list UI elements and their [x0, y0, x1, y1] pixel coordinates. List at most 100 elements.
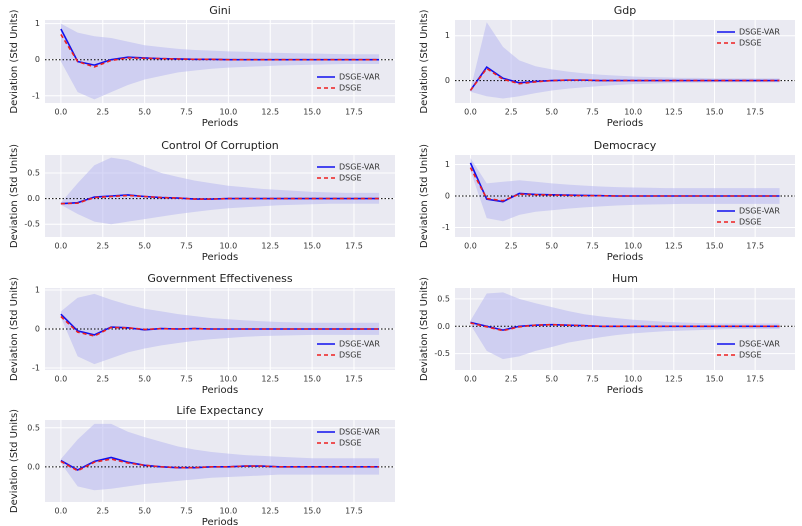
x-tick-label: 0.0 [464, 375, 477, 384]
legend-label: DSGE [739, 218, 762, 227]
x-tick-label: 2.5 [96, 507, 109, 516]
chart-title: Life Expectancy [176, 404, 264, 417]
legend-label: DSGE-VAR [739, 340, 780, 349]
x-tick-label: 12.5 [665, 108, 683, 117]
legend-label: DSGE [339, 174, 362, 183]
x-tick-label: 17.5 [746, 108, 764, 117]
y-axis-label: Deviation (Std Units) [9, 409, 20, 513]
y-tick-label: 1 [35, 285, 40, 294]
chart-title: Gdp [614, 4, 637, 17]
legend-label: DSGE-VAR [739, 28, 780, 37]
y-axis-label: Deviation (Std Units) [419, 144, 430, 248]
x-tick-label: 7.5 [180, 108, 193, 117]
x-axis-label: Periods [202, 118, 238, 129]
legend-label: DSGE-VAR [339, 73, 380, 82]
x-tick-label: 10.0 [624, 108, 642, 117]
x-tick-label: 0.0 [464, 242, 477, 251]
x-axis-label: Periods [607, 252, 643, 263]
x-tick-label: 2.5 [96, 375, 109, 384]
legend-label: DSGE-VAR [739, 207, 780, 216]
confidence-band [470, 22, 780, 99]
chart-title: Democracy [594, 139, 657, 152]
y-tick-label: -1 [32, 364, 40, 373]
y-tick-label: 1 [445, 160, 450, 169]
chart-title: Control Of Corruption [161, 139, 279, 152]
y-tick-label: 0 [445, 192, 450, 201]
x-tick-label: 5.0 [138, 507, 151, 516]
legend-label: DSGE-VAR [339, 428, 380, 437]
x-tick-label: 12.5 [665, 242, 683, 251]
x-tick-label: 15.0 [706, 242, 724, 251]
y-axis-label: Deviation (Std Units) [419, 277, 430, 381]
y-tick-label: 0.5 [437, 294, 450, 303]
x-tick-label: 5.0 [138, 375, 151, 384]
legend-label: DSGE [339, 84, 362, 93]
series-line [470, 322, 780, 332]
x-tick-label: 12.5 [665, 375, 683, 384]
y-tick-label: 0 [35, 55, 40, 64]
x-tick-label: 15.0 [303, 108, 321, 117]
x-axis-label: Periods [202, 385, 238, 396]
x-tick-label: 12.5 [261, 108, 279, 117]
x-tick-label: 12.5 [261, 507, 279, 516]
series-line [60, 458, 380, 472]
x-tick-label: 2.5 [96, 242, 109, 251]
x-tick-label: 12.5 [261, 242, 279, 251]
confidence-band [60, 423, 380, 491]
x-tick-label: 7.5 [586, 108, 599, 117]
x-tick-label: 2.5 [505, 108, 518, 117]
legend-label: DSGE [339, 351, 362, 360]
y-tick-label: -1 [32, 91, 40, 100]
series-line [469, 167, 780, 202]
x-tick-label: 0.0 [55, 242, 68, 251]
x-tick-label: 5.0 [138, 242, 151, 251]
y-tick-label: 0.5 [27, 168, 40, 177]
x-tick-label: 7.5 [180, 242, 193, 251]
legend-label: DSGE [739, 351, 762, 360]
y-tick-label: 0 [35, 325, 40, 334]
confidence-band [470, 158, 780, 222]
x-tick-label: 5.0 [545, 108, 558, 117]
x-tick-label: 15.0 [303, 242, 321, 251]
x-tick-label: 10.0 [219, 242, 237, 251]
x-tick-label: 7.5 [586, 375, 599, 384]
y-axis-label: Deviation (Std Units) [9, 277, 20, 381]
y-tick-label: 1 [445, 31, 450, 40]
y-tick-label: -1 [442, 223, 450, 232]
series-line [60, 315, 380, 337]
confidence-band [60, 23, 380, 100]
legend-label: DSGE-VAR [339, 163, 380, 172]
x-tick-label: 2.5 [505, 375, 518, 384]
y-tick-label: 0.0 [437, 322, 450, 331]
x-axis-label: Periods [607, 385, 643, 396]
legend-label: DSGE [739, 39, 762, 48]
y-tick-label: 0 [445, 76, 450, 85]
x-tick-label: 10.0 [219, 507, 237, 516]
x-tick-label: 15.0 [706, 108, 724, 117]
x-tick-label: 7.5 [180, 507, 193, 516]
x-axis-label: Periods [202, 252, 238, 263]
x-tick-label: 10.0 [624, 242, 642, 251]
y-tick-label: 1 [35, 19, 40, 28]
x-tick-label: 10.0 [624, 375, 642, 384]
x-tick-label: 10.0 [219, 375, 237, 384]
y-tick-label: 0.0 [27, 194, 40, 203]
x-tick-label: 0.0 [464, 108, 477, 117]
x-tick-label: 7.5 [180, 375, 193, 384]
series-line [60, 34, 380, 68]
legend-label: DSGE-VAR [339, 340, 380, 349]
x-tick-label: 0.0 [55, 375, 68, 384]
x-tick-label: 5.0 [545, 375, 558, 384]
y-tick-label: 0.5 [27, 423, 40, 432]
x-tick-label: 17.5 [345, 108, 363, 117]
x-tick-label: 0.0 [55, 507, 68, 516]
confidence-band [60, 157, 380, 225]
x-tick-label: 12.5 [261, 375, 279, 384]
chart-title: Hum [612, 272, 638, 285]
chart-title: Government Effectiveness [147, 272, 293, 285]
x-tick-label: 15.0 [303, 375, 321, 384]
x-tick-label: 5.0 [138, 108, 151, 117]
x-tick-label: 17.5 [345, 242, 363, 251]
x-tick-label: 2.5 [505, 242, 518, 251]
series-line [60, 194, 380, 205]
